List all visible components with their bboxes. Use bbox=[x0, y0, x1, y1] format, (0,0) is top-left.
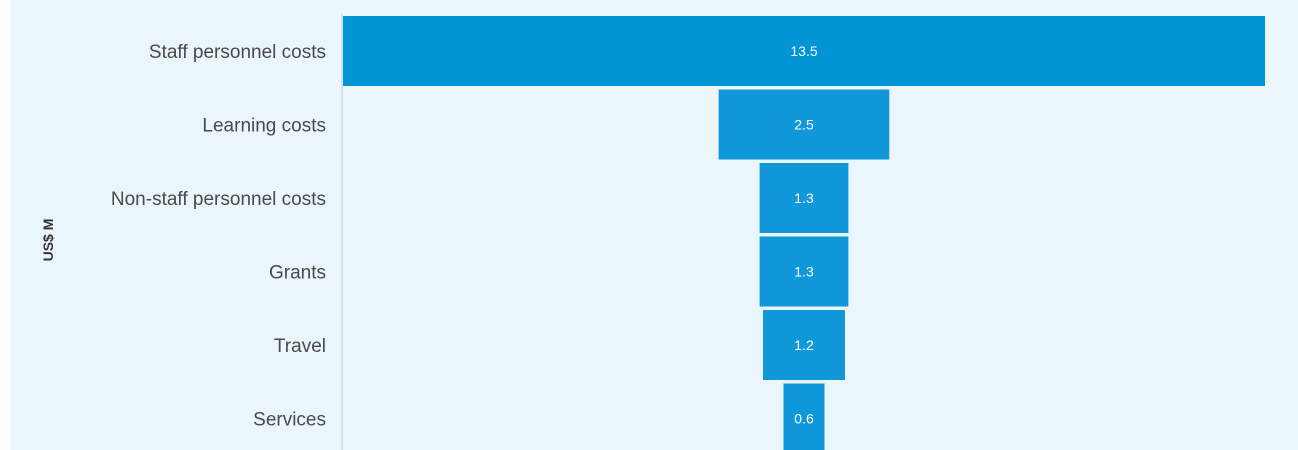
funnel-chart: US$ M 13.5 Staff personnel costs 2.5 Learni… bbox=[40, 14, 1265, 450]
y-axis-title: US$ M bbox=[40, 219, 56, 262]
bars-group: 13.5 Staff personnel costs 2.5 Learning cos… bbox=[111, 16, 1265, 450]
category-label-1: Staff personnel costs bbox=[149, 42, 326, 63]
category-label-3: Non-staff personnel costs bbox=[111, 189, 326, 210]
value-label-3: 1.3 bbox=[794, 190, 814, 206]
chart-area: US$ M 13.5 Staff personnel costs 2.5 Learni… bbox=[10, 0, 1298, 450]
funnel-bar-5 bbox=[763, 310, 845, 380]
funnel-bar-1 bbox=[343, 16, 1265, 86]
funnel-bar-4 bbox=[759, 236, 849, 307]
funnel-bar-6 bbox=[783, 383, 825, 450]
value-label-4: 1.3 bbox=[794, 264, 814, 280]
value-label-1: 13.5 bbox=[790, 43, 817, 59]
funnel-bar-2 bbox=[718, 89, 890, 160]
category-label-5: Travel bbox=[274, 336, 326, 357]
value-label-5: 1.2 bbox=[794, 337, 814, 353]
value-label-6: 0.6 bbox=[794, 411, 814, 427]
value-label-2: 2.5 bbox=[794, 117, 814, 133]
category-label-2: Learning costs bbox=[202, 116, 326, 137]
funnel-bar-3 bbox=[759, 163, 849, 233]
category-label-6: Services bbox=[253, 410, 326, 431]
category-label-4: Grants bbox=[269, 263, 326, 284]
